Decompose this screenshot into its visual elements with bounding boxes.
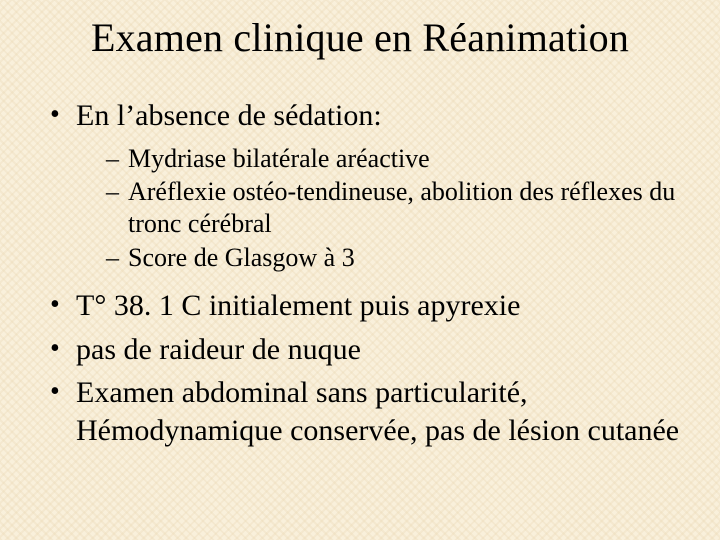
slide-title: Examen clinique en Réanimation bbox=[30, 14, 690, 61]
list-item: Examen abdominal sans particularité, Hém… bbox=[50, 374, 690, 449]
bullet-text: T° 38. 1 C initialement puis apyrexie bbox=[76, 289, 520, 322]
list-item: Mydriase bilatérale aréactive bbox=[106, 143, 690, 175]
bullet-list-level1: En l’absence de sédation: Mydriase bilat… bbox=[30, 97, 690, 449]
bullet-text: Mydriase bilatérale aréactive bbox=[128, 144, 430, 173]
slide: Examen clinique en Réanimation En l’abse… bbox=[0, 0, 720, 540]
list-item: T° 38. 1 C initialement puis apyrexie bbox=[50, 287, 690, 325]
bullet-text: Aréflexie ostéo-tendineuse, abolition de… bbox=[128, 177, 675, 238]
list-item: En l’absence de sédation: Mydriase bilat… bbox=[50, 97, 690, 273]
bullet-text: Score de Glasgow à 3 bbox=[128, 243, 355, 272]
bullet-text: Examen abdominal sans particularité, Hém… bbox=[76, 376, 679, 447]
bullet-list-level2: Mydriase bilatérale aréactive Aréflexie … bbox=[76, 143, 690, 274]
list-item: Aréflexie ostéo-tendineuse, abolition de… bbox=[106, 176, 690, 239]
list-item: pas de raideur de nuque bbox=[50, 331, 690, 369]
bullet-text: pas de raideur de nuque bbox=[76, 333, 361, 366]
bullet-text: En l’absence de sédation: bbox=[76, 99, 382, 132]
list-item: Score de Glasgow à 3 bbox=[106, 242, 690, 274]
